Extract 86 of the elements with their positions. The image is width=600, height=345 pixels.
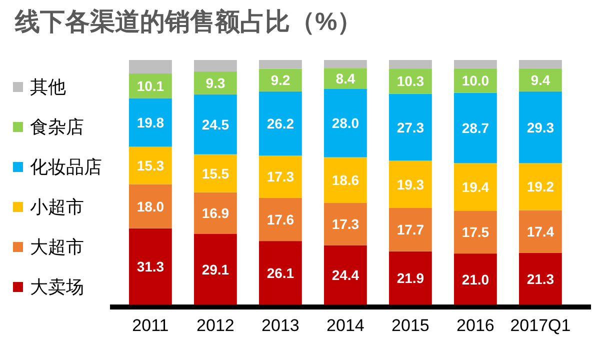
legend-label: 化妆品店 [30,157,102,177]
data-label: 10.3 [396,73,424,90]
data-label: 31.3 [136,258,164,275]
data-label: 10.1 [136,78,164,94]
x-tick-label: 2013 [262,316,300,336]
data-label: 29.3 [526,119,554,136]
data-label: 17.3 [332,216,360,232]
bar [194,60,237,72]
chart-title: 线下各渠道的销售额占比（%） [14,8,362,36]
data-label: 21.9 [396,270,424,286]
bar [454,60,497,68]
legend-label: 其他 [30,77,66,97]
data-label: 26.1 [266,265,294,282]
data-label: 24.5 [202,116,230,132]
bar [194,234,237,305]
data-label: 21.3 [526,270,554,287]
bar [259,198,302,242]
data-label: 19.2 [526,178,554,195]
bar [259,60,302,69]
data-label: 8.4 [336,70,356,86]
x-tick-label: 2011 [132,316,169,336]
data-label: 24.4 [332,267,360,284]
bar [324,88,367,158]
bar [194,154,237,192]
x-tick-label: 2015 [392,316,430,336]
bar [324,245,367,305]
data-label: 29.1 [202,261,230,278]
bar [194,192,237,234]
data-label: 28.0 [332,114,360,131]
x-tick-label: 2012 [196,316,234,336]
data-label: 17.5 [462,224,490,240]
legend-label: 小超市 [30,197,84,217]
bar [129,146,172,184]
data-label: 10.0 [462,72,490,89]
bar [519,68,562,92]
bar [194,94,237,154]
x-tick-label: 2017Q1 [510,316,571,336]
bar [389,251,432,305]
bar [519,210,562,253]
data-label: 27.3 [396,119,424,136]
data-label: 9.3 [206,74,226,91]
data-label: 18.6 [332,172,360,188]
bar [194,72,237,94]
bar [259,91,302,156]
data-label: 9.2 [270,72,290,88]
bar [259,241,302,305]
bar [454,163,497,211]
data-label: 18.0 [136,198,164,214]
bar [324,60,367,68]
x-tick-label: 2016 [456,316,494,336]
bar [129,228,172,305]
legend-label: 食杂店 [30,117,84,137]
data-label: 15.5 [202,165,230,182]
data-label: 19.8 [136,114,164,130]
data-label: 17.6 [266,211,294,228]
legend-label: 大超市 [30,237,84,257]
bar [454,92,497,164]
data-label: 15.3 [136,157,164,174]
bar [324,157,367,203]
bar [389,208,432,252]
bar [519,60,562,68]
bar [324,202,367,246]
bar [129,60,172,74]
bar [129,98,172,147]
bar [454,210,497,254]
data-label: 26.2 [266,115,294,132]
bar [389,94,432,161]
data-label: 21.0 [462,271,490,288]
x-tick-label: 2014 [326,316,364,336]
data-label: 19.4 [462,178,490,195]
legend-label: 大卖场 [30,277,84,297]
bar [519,163,562,210]
data-label: 17.4 [526,224,554,240]
data-label: 17.7 [396,222,424,238]
bar [389,160,432,208]
data-label: 19.3 [396,176,424,192]
data-label: 16.9 [202,205,230,222]
bar [519,91,562,164]
bar [389,60,432,69]
bar [129,184,172,228]
bar [259,156,302,198]
data-label: 17.3 [266,168,294,185]
data-label: 28.7 [462,120,490,136]
bar [454,254,497,305]
bar [519,252,562,305]
data-label: 9.4 [530,72,550,88]
